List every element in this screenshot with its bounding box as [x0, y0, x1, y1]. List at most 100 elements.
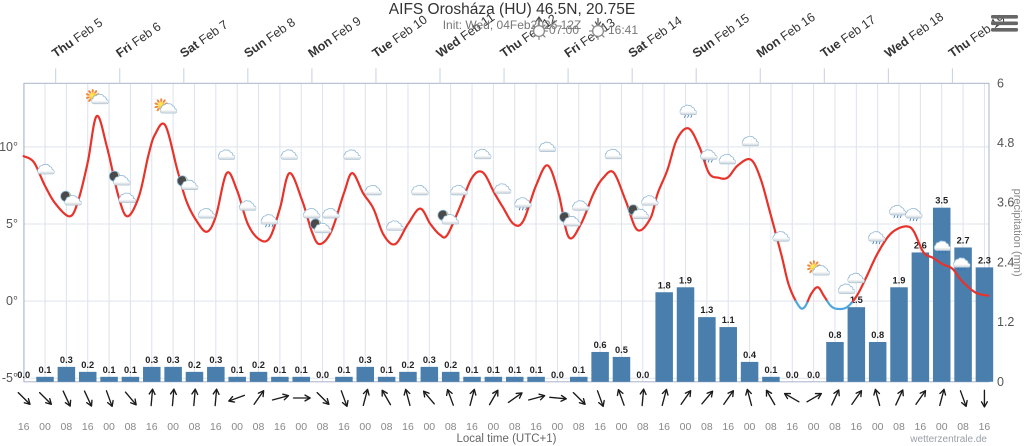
svg-text:0.8: 0.8: [829, 330, 842, 340]
svg-text:00: 00: [616, 421, 628, 433]
svg-text:07:00: 07:00: [549, 23, 579, 37]
svg-text:08: 08: [189, 421, 201, 433]
svg-text:0.2: 0.2: [402, 360, 415, 370]
svg-text:08: 08: [829, 421, 841, 433]
svg-text:00: 00: [808, 421, 820, 433]
svg-text:0.1: 0.1: [487, 365, 500, 375]
svg-text:00: 00: [167, 421, 179, 433]
svg-text:2.7: 2.7: [957, 235, 970, 245]
svg-text:1.2: 1.2: [997, 315, 1014, 329]
svg-text:precipitation (mm): precipitation (mm): [1011, 189, 1023, 277]
svg-text:0.0: 0.0: [551, 370, 564, 380]
svg-text:08: 08: [701, 421, 713, 433]
svg-text:16: 16: [850, 421, 862, 433]
svg-text:08: 08: [125, 421, 137, 433]
svg-text:0.3: 0.3: [209, 355, 222, 365]
svg-text:0.1: 0.1: [103, 365, 116, 375]
svg-text:0.1: 0.1: [295, 365, 308, 375]
svg-text:08: 08: [893, 421, 905, 433]
svg-text:4.8: 4.8: [997, 136, 1014, 150]
svg-text:0.2: 0.2: [188, 360, 201, 370]
svg-text:00: 00: [103, 421, 115, 433]
svg-text:0.0: 0.0: [316, 370, 329, 380]
svg-text:08: 08: [573, 421, 585, 433]
svg-text:08: 08: [957, 421, 969, 433]
svg-text:1.9: 1.9: [893, 275, 906, 285]
svg-text:08: 08: [509, 421, 521, 433]
svg-text:00: 00: [872, 421, 884, 433]
svg-text:2.3: 2.3: [978, 255, 991, 265]
svg-text:0.8: 0.8: [871, 330, 884, 340]
svg-text:16:41: 16:41: [608, 23, 638, 37]
svg-text:08: 08: [381, 421, 393, 433]
svg-text:0.2: 0.2: [252, 360, 265, 370]
svg-text:0.1: 0.1: [39, 365, 52, 375]
svg-text:1.3: 1.3: [700, 305, 713, 315]
svg-text:16: 16: [210, 421, 222, 433]
svg-text:6: 6: [997, 76, 1004, 90]
svg-text:0.1: 0.1: [572, 365, 585, 375]
svg-text:0.1: 0.1: [231, 365, 244, 375]
svg-text:08: 08: [253, 421, 265, 433]
svg-text:16: 16: [786, 421, 798, 433]
svg-text:16: 16: [658, 421, 670, 433]
svg-text:16: 16: [722, 421, 734, 433]
svg-text:0.3: 0.3: [60, 355, 73, 365]
svg-text:16: 16: [594, 421, 606, 433]
svg-text:0.4: 0.4: [743, 350, 757, 360]
svg-text:00: 00: [488, 421, 500, 433]
svg-text:wetterzentrale.de: wetterzentrale.de: [909, 434, 987, 445]
svg-text:00: 00: [39, 421, 51, 433]
svg-text:5°: 5°: [6, 217, 18, 231]
svg-text:1.9: 1.9: [679, 275, 692, 285]
svg-text:00: 00: [295, 421, 307, 433]
svg-text:0.3: 0.3: [167, 355, 180, 365]
svg-text:08: 08: [61, 421, 73, 433]
svg-text:16: 16: [530, 421, 542, 433]
svg-text:00: 00: [423, 421, 435, 433]
svg-text:00: 00: [359, 421, 371, 433]
svg-text:0.1: 0.1: [273, 365, 286, 375]
svg-text:0.3: 0.3: [423, 355, 436, 365]
svg-text:08: 08: [637, 421, 649, 433]
svg-text:16: 16: [18, 421, 30, 433]
svg-text:0.1: 0.1: [466, 365, 479, 375]
svg-text:00: 00: [552, 421, 564, 433]
svg-text:0°: 0°: [6, 294, 18, 308]
svg-text:00: 00: [936, 421, 948, 433]
svg-text:AIFS Orosháza (HU) 46.5N, 20.7: AIFS Orosháza (HU) 46.5N, 20.75E: [389, 1, 635, 18]
svg-text:1.8: 1.8: [658, 280, 671, 290]
svg-text:0.3: 0.3: [145, 355, 158, 365]
svg-text:0: 0: [997, 375, 1004, 389]
svg-text:0.1: 0.1: [508, 365, 521, 375]
svg-text:08: 08: [445, 421, 457, 433]
svg-text:-5°: -5°: [2, 371, 18, 385]
svg-text:0.3: 0.3: [359, 355, 372, 365]
svg-text:16: 16: [338, 421, 350, 433]
svg-text:0.1: 0.1: [337, 365, 350, 375]
svg-text:00: 00: [680, 421, 692, 433]
svg-text:0.5: 0.5: [615, 345, 628, 355]
svg-text:16: 16: [274, 421, 286, 433]
svg-text:00: 00: [744, 421, 756, 433]
svg-text:08: 08: [765, 421, 777, 433]
svg-text:1.1: 1.1: [722, 315, 735, 325]
svg-text:0.0: 0.0: [786, 370, 799, 380]
svg-text:0.0: 0.0: [17, 370, 30, 380]
svg-text:0.2: 0.2: [444, 360, 457, 370]
svg-text:0.1: 0.1: [124, 365, 137, 375]
svg-text:0.0: 0.0: [807, 370, 820, 380]
svg-text:Local time (UTC+1): Local time (UTC+1): [456, 433, 556, 445]
svg-text:0.0: 0.0: [636, 370, 649, 380]
svg-text:16: 16: [466, 421, 478, 433]
svg-text:16: 16: [82, 421, 94, 433]
svg-text:0.6: 0.6: [594, 340, 607, 350]
svg-text:08: 08: [317, 421, 329, 433]
svg-text:16: 16: [402, 421, 414, 433]
svg-text:16: 16: [979, 421, 991, 433]
svg-text:10°: 10°: [0, 140, 18, 154]
svg-text:00: 00: [231, 421, 243, 433]
svg-text:0.2: 0.2: [81, 360, 94, 370]
svg-text:16: 16: [146, 421, 158, 433]
svg-text:0.1: 0.1: [380, 365, 393, 375]
